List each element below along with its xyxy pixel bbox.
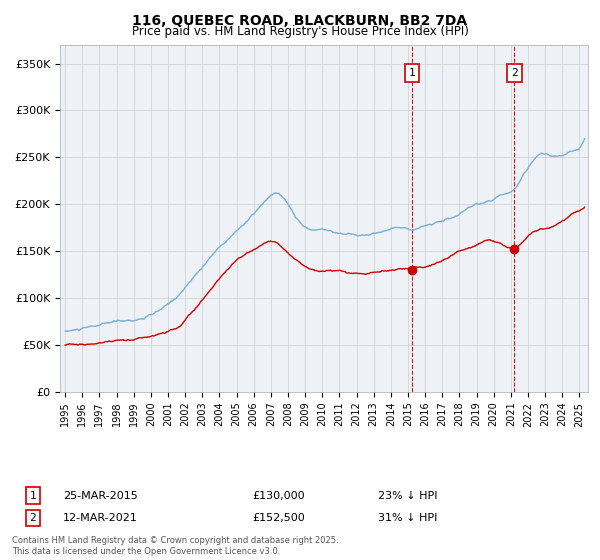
Text: 2: 2: [511, 68, 518, 78]
Text: Contains HM Land Registry data © Crown copyright and database right 2025.
This d: Contains HM Land Registry data © Crown c…: [12, 536, 338, 556]
Text: 31% ↓ HPI: 31% ↓ HPI: [378, 513, 437, 523]
Text: 1: 1: [29, 491, 37, 501]
Text: 25-MAR-2015: 25-MAR-2015: [63, 491, 138, 501]
Text: 12-MAR-2021: 12-MAR-2021: [63, 513, 138, 523]
Text: 116, QUEBEC ROAD, BLACKBURN, BB2 7DA: 116, QUEBEC ROAD, BLACKBURN, BB2 7DA: [133, 14, 467, 28]
Text: £130,000: £130,000: [252, 491, 305, 501]
Text: £152,500: £152,500: [252, 513, 305, 523]
Text: 2: 2: [29, 513, 37, 523]
Text: 23% ↓ HPI: 23% ↓ HPI: [378, 491, 437, 501]
Text: 1: 1: [409, 68, 415, 78]
Text: Price paid vs. HM Land Registry's House Price Index (HPI): Price paid vs. HM Land Registry's House …: [131, 25, 469, 38]
